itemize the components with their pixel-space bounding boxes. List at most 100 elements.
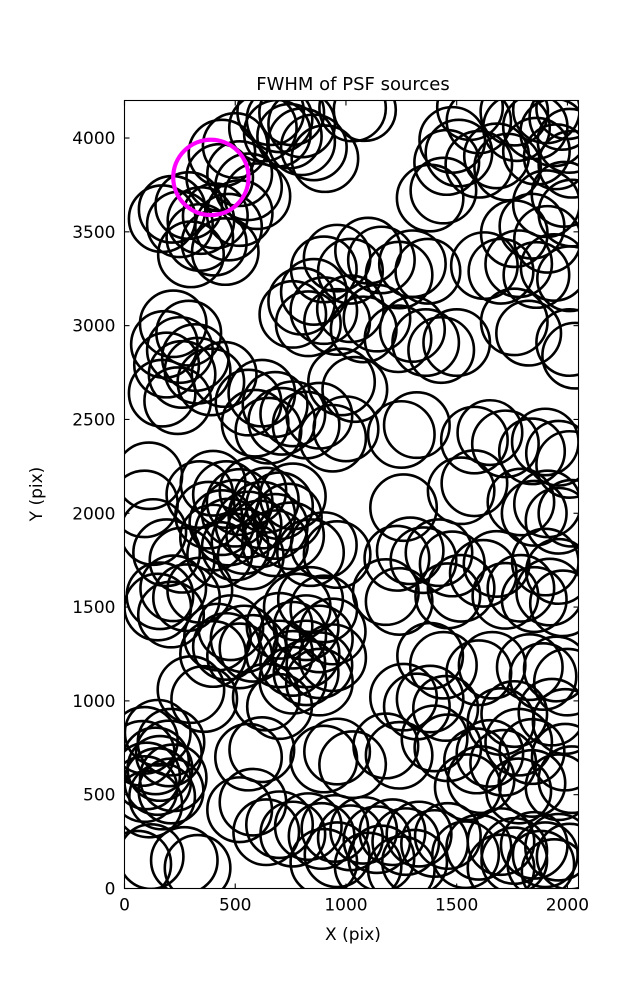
psf-source-circle — [511, 821, 579, 889]
psf-source-circle — [163, 833, 232, 889]
psf-source-circle — [259, 800, 327, 868]
psf-source-circle — [506, 829, 576, 889]
psf-source-circle — [333, 831, 403, 889]
psf-source-circle — [342, 283, 412, 353]
y-tick-label: 3000 — [72, 317, 115, 337]
psf-source-circle — [289, 511, 358, 580]
plot-title: FWHM of PSF sources — [256, 74, 450, 95]
psf-source-circle — [541, 321, 579, 390]
highlighted-source-layer — [171, 137, 251, 218]
psf-source-circle — [369, 473, 439, 543]
psf-source-circle — [395, 163, 465, 233]
psf-source-circle — [535, 429, 579, 499]
psf-source-circle — [502, 240, 571, 310]
data-points-layer — [124, 100, 579, 889]
psf-source-circle — [334, 216, 403, 285]
psf-source-circle — [532, 647, 579, 717]
psf-source-circle — [321, 355, 389, 424]
psf-source-circle — [289, 827, 359, 889]
psf-source-circle — [537, 745, 579, 815]
psf-source-circle — [124, 572, 193, 642]
psf-source-circle — [497, 748, 567, 818]
psf-source-circle — [190, 217, 260, 287]
psf-source-circle — [137, 757, 205, 825]
psf-source-circle — [363, 524, 431, 592]
psf-source-circle — [165, 202, 235, 272]
psf-source-circle — [394, 237, 462, 305]
psf-source-circle — [258, 600, 328, 670]
psf-source-circle — [524, 753, 579, 822]
psf-source-circle — [187, 118, 257, 188]
psf-source-circle — [479, 100, 550, 147]
y-axis-label: Y (pix) — [27, 467, 47, 523]
psf-source-circle — [444, 129, 514, 199]
psf-source-circle — [467, 237, 535, 305]
psf-source-circle — [124, 829, 173, 889]
psf-source-circle — [180, 209, 248, 277]
psf-source-circle — [241, 509, 310, 578]
axes-frame — [123, 99, 580, 890]
psf-source-circle — [479, 287, 549, 357]
psf-source-circle — [364, 720, 434, 790]
psf-source-circle — [351, 557, 420, 627]
psf-source-circle — [156, 220, 226, 289]
psf-source-circle — [404, 518, 474, 588]
psf-source-circle — [136, 580, 206, 649]
psf-source-circle — [500, 565, 568, 634]
psf-source-circle — [413, 801, 482, 871]
psf-source-circle — [510, 407, 579, 477]
psf-source-circle — [145, 190, 214, 259]
x-tick-labels: 0 500 1000 1500 2000 — [119, 896, 589, 916]
psf-source-circle — [535, 822, 579, 889]
psf-source-circle — [259, 380, 327, 448]
psf-source-circle — [433, 753, 502, 822]
psf-source-circle — [424, 118, 494, 188]
psf-source-circle — [132, 331, 201, 399]
psf-source-circle — [206, 140, 274, 208]
psf-source-circle — [346, 225, 416, 295]
psf-source-circle — [342, 805, 412, 875]
psf-source-circle — [124, 726, 191, 796]
psf-source-circle — [216, 522, 285, 591]
psf-source-circle — [537, 478, 579, 548]
psf-source-circle — [500, 479, 568, 547]
y-tick-label: 2500 — [72, 410, 115, 430]
psf-source-circle — [536, 245, 579, 313]
psf-source-circle — [228, 716, 296, 784]
psf-source-circle — [466, 833, 536, 889]
psf-source-circle — [378, 295, 447, 364]
psf-source-circle — [422, 308, 492, 378]
psf-source-circle — [366, 399, 436, 469]
psf-source-circle — [380, 828, 449, 889]
psf-source-circle — [307, 347, 377, 417]
psf-source-circle — [332, 100, 398, 143]
x-tick-label: 2000 — [546, 896, 589, 916]
psf-source-circle — [363, 304, 433, 374]
psf-source-circle — [391, 308, 461, 378]
psf-source-circle — [245, 790, 315, 860]
psf-source-circle — [413, 128, 481, 197]
psf-source-circle — [303, 717, 372, 786]
psf-source-circle — [456, 398, 524, 467]
psf-source-circle — [515, 557, 579, 627]
psf-source-circle — [181, 182, 249, 250]
psf-source-circle — [138, 289, 208, 359]
psf-source-circle — [210, 507, 278, 576]
psf-source-circle — [124, 741, 182, 811]
psf-source-circle — [395, 664, 465, 734]
psf-source-circle — [524, 486, 579, 555]
psf-source-circle — [510, 527, 579, 597]
psf-source-circle — [366, 835, 436, 889]
y-tick-label: 1500 — [72, 598, 115, 618]
psf-source-circle — [312, 395, 380, 463]
psf-source-circle — [290, 124, 360, 194]
psf-source-circle — [522, 635, 579, 703]
psf-source-circle — [156, 655, 226, 725]
psf-source-circle — [385, 800, 453, 868]
psf-source-circle — [495, 299, 563, 367]
psf-source-circle — [176, 347, 246, 417]
psf-source-circle — [272, 639, 340, 707]
psf-source-circle — [352, 712, 420, 780]
